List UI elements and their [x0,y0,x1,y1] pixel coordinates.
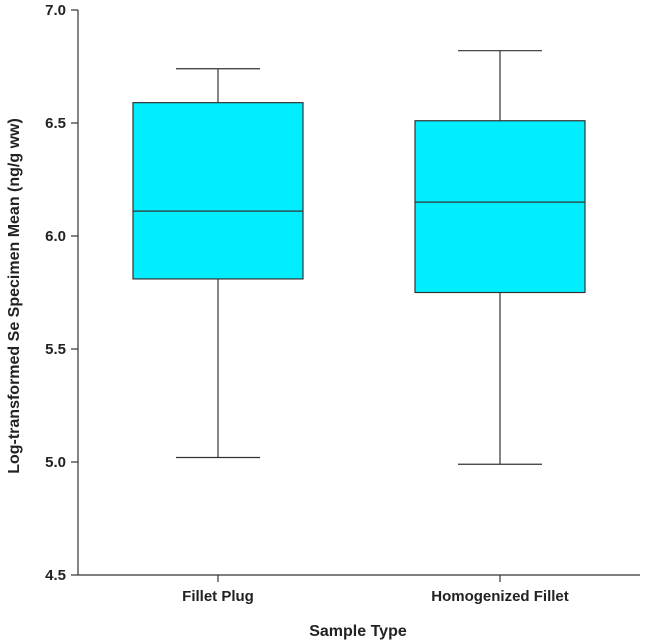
iqr-box [132,102,304,280]
x-tick-label: Fillet Plug [182,588,254,605]
y-tick-label: 5.5 [45,341,66,358]
y-tick-label: 4.5 [45,567,66,584]
box-2 [414,50,586,465]
y-axis-title: Log-transformed Se Specimen Mean (ng/g w… [6,118,23,474]
y-tick-label: 5.0 [45,454,66,471]
y-tick-label: 6.0 [45,228,66,245]
y-tick-label: 6.5 [45,115,66,132]
axes [77,10,640,576]
box-1 [132,68,304,459]
x-axis-title: Sample Type [309,623,407,640]
x-tick-label: Homogenized Fillet [431,588,569,605]
boxes [132,50,586,465]
y-tick-label: 7.0 [45,2,66,19]
iqr-box [414,120,586,294]
x-tick-labels: Fillet Plug Homogenized Fillet [182,575,569,605]
y-ticks: 4.5 5.0 5.5 6.0 6.5 7.0 [45,2,78,584]
